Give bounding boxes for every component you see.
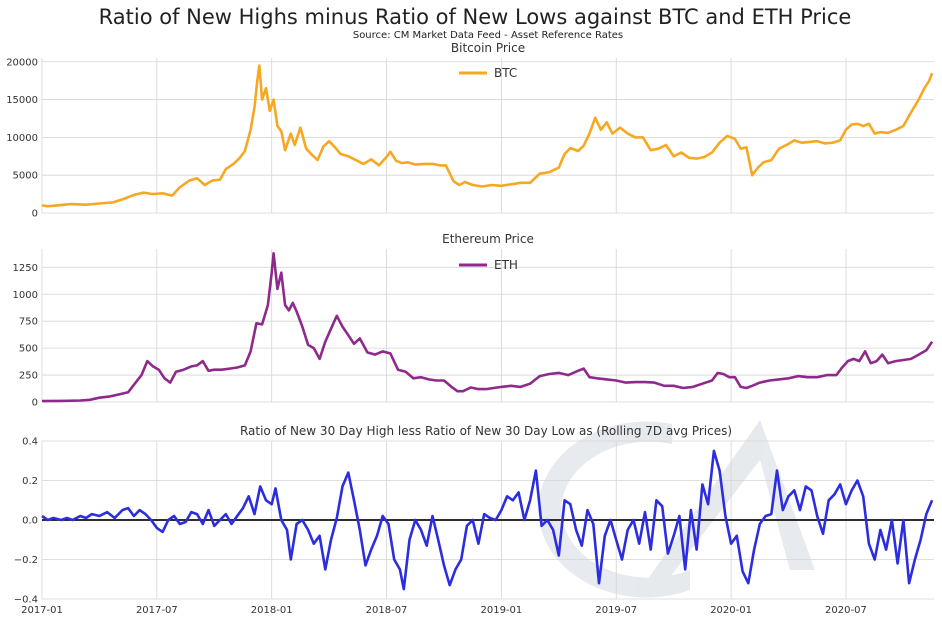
ytick-label: 0.4 (22, 437, 38, 448)
eth-price-line (41, 252, 934, 403)
ytick-label: 750 (19, 317, 38, 328)
eth-legend-label: ETH (494, 258, 518, 272)
btc-price-line (41, 64, 934, 208)
ytick-label: 0.2 (22, 476, 38, 487)
ytick-label: 1250 (13, 263, 38, 274)
ytick-label: 0 (32, 398, 38, 409)
xtick-label: 2018-07 (366, 605, 408, 616)
xtick-label: 2017-01 (21, 605, 63, 616)
ytick-label: 15000 (6, 95, 38, 106)
ytick-label: 5000 (13, 171, 38, 182)
xtick-label: 2017-07 (136, 605, 178, 616)
ytick-label: −0.2 (14, 555, 38, 566)
ytick-label: 250 (19, 371, 38, 382)
ratio-panel: Ratio of New 30 Day High less Ratio of N… (14, 424, 934, 616)
figure-subtitle: Source: CM Market Data Feed - Asset Refe… (353, 30, 623, 41)
eth-legend: ETH (459, 258, 518, 272)
ytick-label: 500 (19, 344, 38, 355)
btc-legend: BTC (459, 66, 517, 80)
eth-panel-title: Ethereum Price (442, 232, 534, 246)
ytick-label: 20000 (6, 57, 38, 68)
xtick-label: 2020-07 (825, 605, 867, 616)
ytick-label: 10000 (6, 133, 38, 144)
xtick-label: 2019-01 (481, 605, 523, 616)
ratio-panel-title: Ratio of New 30 Day High less Ratio of N… (240, 424, 732, 438)
xtick-label: 2019-07 (595, 605, 637, 616)
ytick-label: −0.4 (14, 595, 38, 606)
xtick-label: 2020-01 (710, 605, 752, 616)
ytick-label: 0.0 (22, 516, 38, 527)
figure-title: Ratio of New Highs minus Ratio of New Lo… (99, 5, 852, 29)
ratio-line (41, 449, 934, 591)
btc-legend-label: BTC (494, 66, 517, 80)
btc-price-panel: Bitcoin Price 0 5000 10000 15000 20000 BTC (6, 41, 934, 220)
btc-panel-title: Bitcoin Price (451, 41, 525, 55)
cm-watermark-logo (538, 420, 815, 598)
ytick-label: 0 (32, 209, 38, 220)
xtick-label: 2018-01 (251, 605, 293, 616)
eth-price-panel: Ethereum Price 0 250 500 750 1000 1250 ETH (13, 232, 934, 409)
ytick-label: 1000 (13, 290, 38, 301)
